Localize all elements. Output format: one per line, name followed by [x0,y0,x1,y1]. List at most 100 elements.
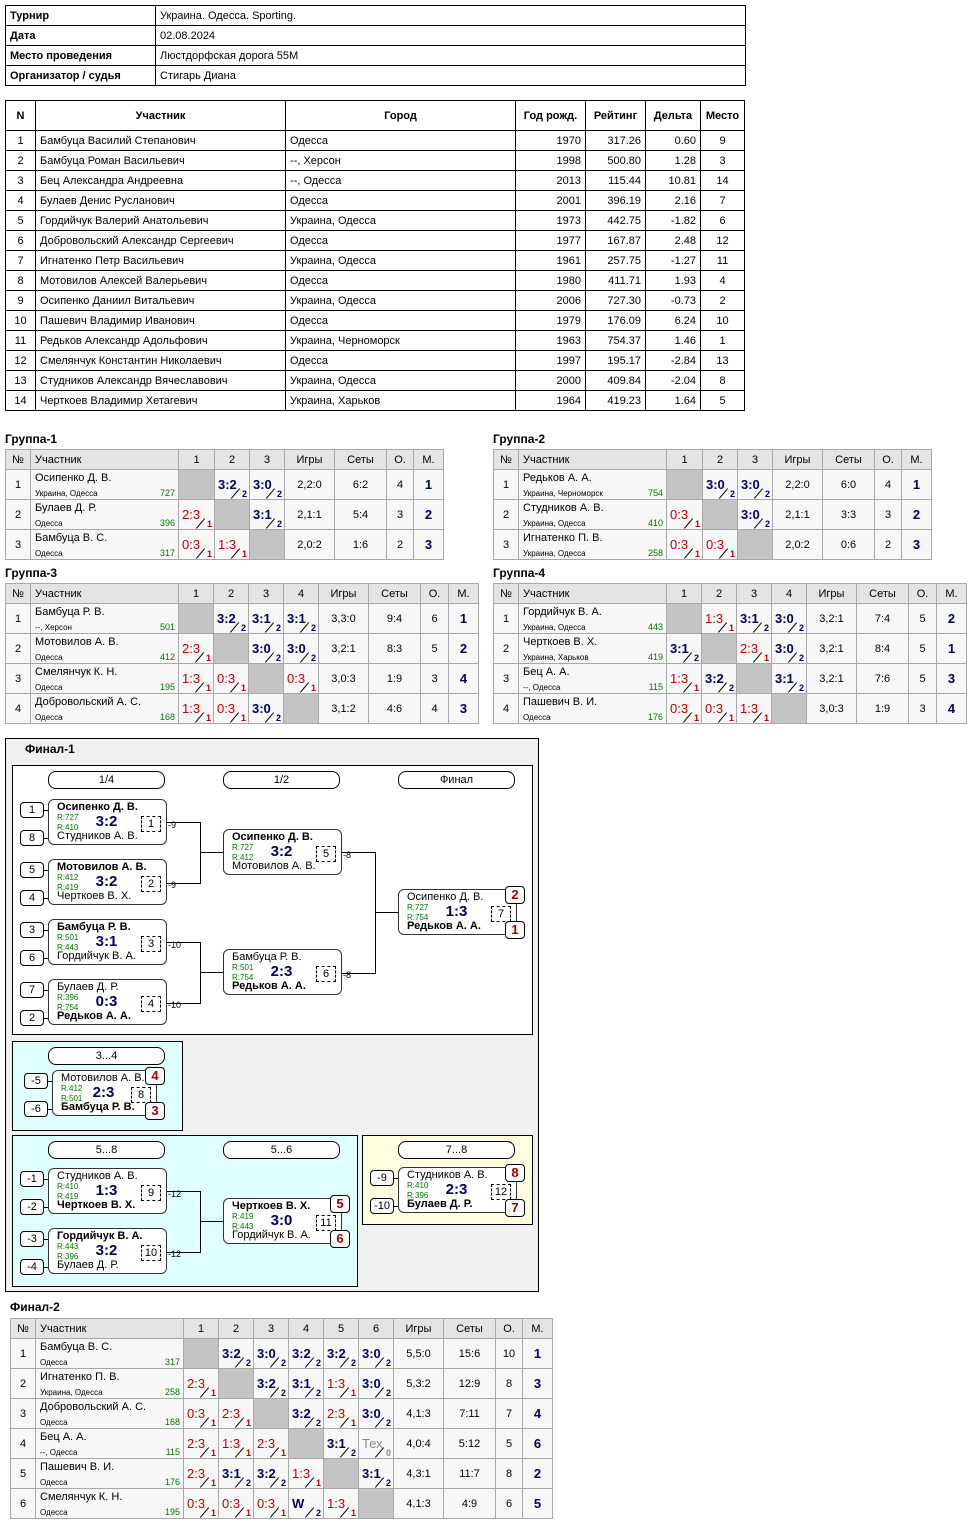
player-name: Игнатенко П. В. [40,1371,120,1383]
cell: Студников Александр Вячеславович [35,370,286,391]
column-header: Участник [30,583,179,604]
score: 2:3 [257,1436,276,1451]
score-cell: 3:1 2 [218,1458,254,1489]
score-cell: 2:3 1 [218,1398,254,1429]
round: 2 [245,1358,251,1368]
player-cell: Черткоев В. Х. Украина, Харьков 419 [518,633,667,664]
cell: Добровольский Александр Сергеевич [35,230,286,251]
connector [393,1206,398,1207]
round: 1 [728,623,734,633]
sets: 5:12 [443,1428,496,1459]
round: 2 [729,489,735,499]
column-header: Сеты [368,583,421,604]
score: 1:3 [670,671,689,686]
cell: -0.73 [645,290,701,311]
score-cell: 0:3 1 [702,529,738,560]
score-cell: 3:2 2 [253,1368,289,1399]
cell: 2000 [515,370,586,391]
match-score: 0:3 [95,993,118,1010]
column-header: 6 [358,1318,394,1339]
column-header: Участник [35,1318,184,1339]
score: 3:0 [775,641,794,656]
column-header: 2 [701,583,737,604]
score-cell: 2:3 1 [183,1458,219,1489]
player-rating: R:419 [57,1192,79,1201]
player-name: Смелянчук К. Н. [35,666,118,678]
place: 5 [330,1195,350,1213]
column-header: № [10,1318,36,1339]
player-name: Гордийчук В. А. [57,950,136,962]
player-rating: R:754 [232,973,254,982]
score-cell: 1:3 1 [178,693,214,724]
place: 4 [522,1398,553,1429]
match-score: 3:1 [95,933,118,950]
sets: 1:9 [856,693,909,724]
cell: Черткоев Владимир Хетагевич [35,390,286,411]
player-row: 3 Игнатенко П. В. Украина, Одесса 258 0:3 1 0:… [493,529,932,560]
score-cell: 2:3 1 [183,1428,219,1459]
score-cell: 3:1 2 [283,603,319,634]
score-cell: 0:3 1 [283,663,319,694]
connector [47,1109,52,1110]
points: 6 [420,603,449,634]
player-name: Редьков А. А. [407,920,481,932]
score: 0:3 [182,537,201,552]
player-rating: R:396 [407,1191,429,1200]
seed: -10 [370,1198,394,1214]
score-cell: 3:2 2 [213,603,249,634]
score: 3:1 [287,611,306,626]
games: 4,3:1 [393,1458,444,1489]
cell: 257.75 [585,250,646,271]
cell: 1.28 [645,150,701,171]
player-rating: 258 [164,1387,180,1397]
connector [165,942,201,1004]
row-number: 5 [10,1458,36,1489]
round: 2 [350,1358,356,1368]
participant-row: 9 Осипенко Даниил Витальевич Украина, Одес… [5,290,745,311]
cell: 6 [5,230,36,251]
round: 2 [315,1418,321,1428]
diagonal-cell [358,1488,394,1519]
cell: 1961 [515,250,586,271]
player-city: Одесса [40,1358,68,1367]
score: 0:3 [187,1496,206,1511]
round: 1 [245,1508,251,1518]
player-name: Бамбуца Р. В. [61,1101,135,1113]
points: 4 [420,693,449,724]
match-score: 1:3 [95,1182,118,1199]
info-label: Дата [5,25,156,46]
header-row: № Участник 1 2 3 4 5 6 Игры Сеты О. М. [10,1318,553,1339]
score: 3:2 [218,477,237,492]
player-city: Украина, Одесса [523,519,586,528]
games: 3,2:1 [318,633,369,664]
match-score: 3:2 [270,843,293,860]
next-match: -10 [168,1000,182,1010]
diagonal-cell [323,1458,359,1489]
score-cell: 0:3 1 [701,693,737,724]
cell: 7 [700,190,745,211]
player-row: 1 Бамбуца В. С. Одесса 317 3:2 2 3:0 2 3:2 2 3:2 2 3… [10,1338,553,1369]
seed: 6 [20,950,44,966]
place: 3 [936,663,967,694]
player-rating: 168 [164,1417,180,1427]
column-header: Сеты [443,1318,496,1339]
place: 1 [413,469,444,500]
player-row: 1 Редьков А. А. Украина, Черноморск 754 3:0 2… [493,469,932,500]
participant-row: 4 Булаев Денис Русланович Одесса 2001 396.19… [5,190,745,211]
row-number: 2 [10,1368,36,1399]
player-rating: 501 [159,622,175,632]
player-row: 1 Осипенко Д. В. Украина, Одесса 727 3:2 2 3:0… [5,469,444,500]
games: 5,3:2 [393,1368,444,1399]
sets: 7:6 [856,663,909,694]
score-cell: 1:3 1 [323,1368,359,1399]
round: 2 [276,519,282,529]
cell: 7 [5,250,36,271]
player-name: Мотовилов А. В. [35,636,119,648]
cell: 10.81 [645,170,701,191]
player-row: 2 Игнатенко П. В. Украина, Одесса 258 2:3 1 3:… [10,1368,553,1399]
place: 2 [936,603,967,634]
games: 4,1:3 [393,1488,444,1519]
connector [43,930,48,931]
column-header: М. [448,583,479,604]
match-score: 3:0 [270,1212,293,1229]
